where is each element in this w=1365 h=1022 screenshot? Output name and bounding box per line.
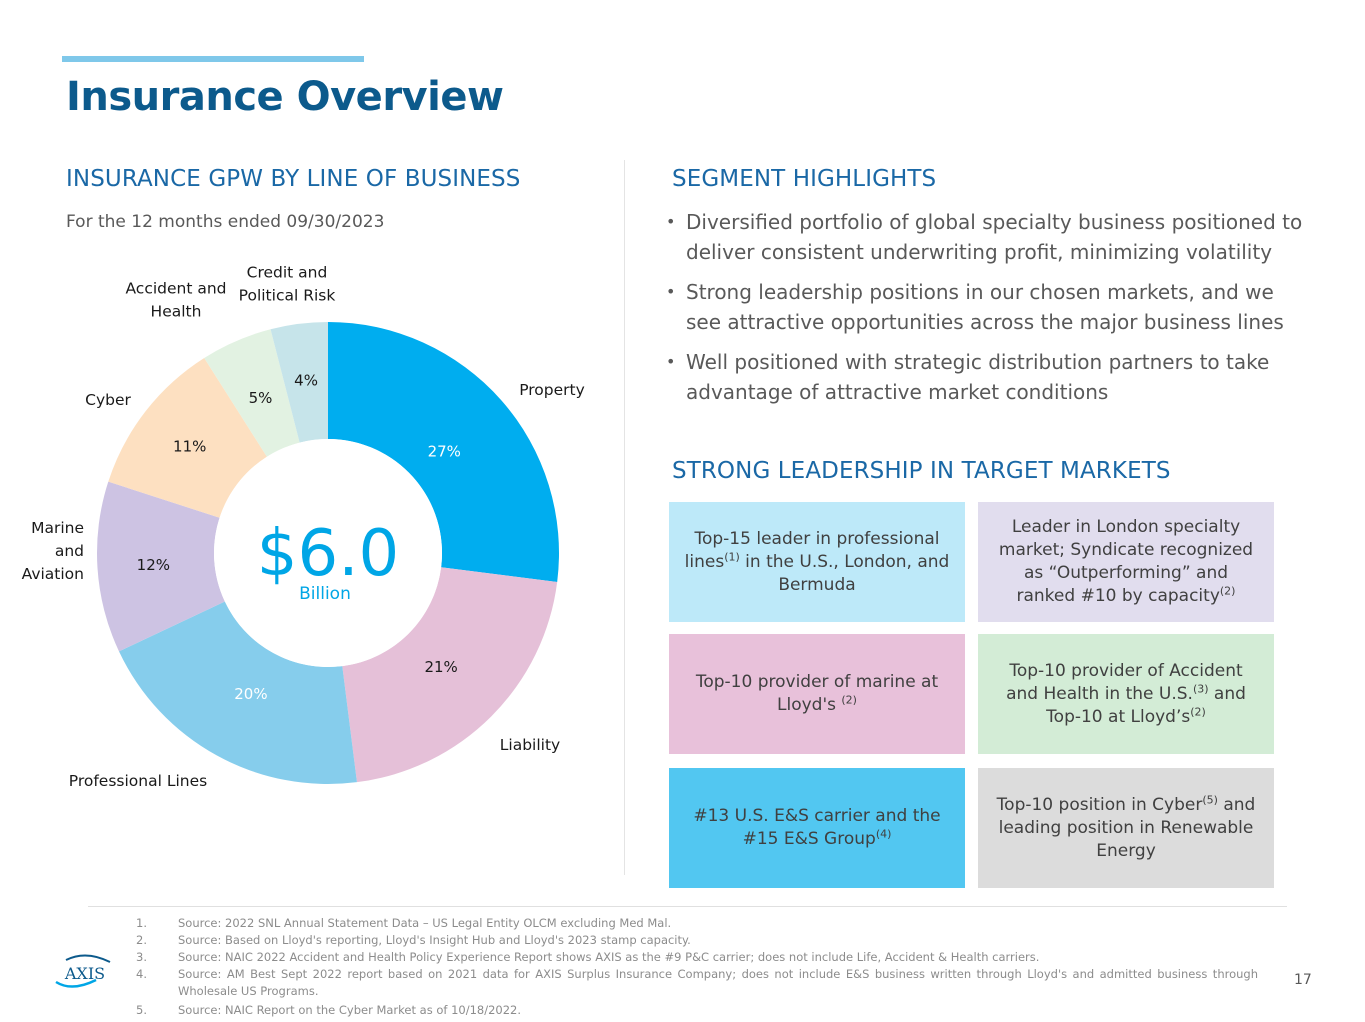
leadership-box-text: Top-15 leader in professional lines(1) i…: [684, 528, 950, 595]
leadership-box: Leader in London specialty market; Syndi…: [978, 502, 1274, 622]
leadership-heading: STRONG LEADERSHIP IN TARGET MARKETS: [672, 458, 1171, 484]
leadership-box: #13 U.S. E&S carrier and the #15 E&S Gro…: [669, 768, 965, 888]
logo-wordmark: AXIS: [64, 964, 105, 983]
segment-highlights-heading: SEGMENT HIGHLIGHTS: [672, 166, 937, 192]
highlight-item: Well positioned with strategic distribut…: [664, 347, 1304, 407]
leadership-box-text: #13 U.S. E&S carrier and the #15 E&S Gro…: [693, 806, 941, 849]
footnote-ref: (4): [875, 827, 892, 841]
category-label-cyber: Cyber: [85, 391, 131, 409]
footnote-text: Source: AM Best Sept 2022 report based o…: [178, 967, 1258, 998]
footnote-number: 4.: [136, 967, 147, 981]
footnote-ref: (2): [841, 693, 857, 707]
donut-hole: [214, 439, 442, 667]
slice-marine-aviation: [96, 481, 225, 652]
pct-label-accident-health: 5%: [249, 389, 273, 407]
pct-label-cyber: 11%: [173, 438, 206, 456]
gpw-subtitle: For the 12 months ended 09/30/2023: [66, 212, 385, 232]
slice-accident-health: [204, 329, 300, 457]
footnote-ref: (2): [1190, 704, 1206, 718]
leadership-box: Top-10 provider of marine at Lloyd's (2): [669, 634, 965, 754]
highlights-list: Diversified portfolio of global specialt…: [664, 207, 1304, 417]
leadership-box-text: Top-10 position in Cyber(5) and leading …: [996, 792, 1256, 861]
footnote-ref: (2): [1219, 584, 1236, 598]
footnote-number: 2.: [136, 933, 147, 947]
highlight-item: Diversified portfolio of global specialt…: [664, 207, 1304, 267]
category-label-property: Property: [519, 381, 585, 399]
footnote-text: Source: 2022 SNL Annual Statement Data –…: [178, 916, 672, 930]
footnote-ref: (5): [1202, 792, 1218, 806]
footnote-number: 1.: [136, 916, 147, 930]
slice-liability: [342, 567, 558, 783]
slice-professional-lines: [118, 601, 357, 784]
leadership-box: Top-15 leader in professional lines(1) i…: [669, 502, 965, 622]
highlight-item: Strong leadership positions in our chose…: [664, 277, 1304, 337]
page-number: 17: [1294, 972, 1312, 988]
category-label-professional-lines: Professional Lines: [69, 772, 207, 790]
slice-cyber: [108, 357, 267, 518]
category-label-credit-political-risk: Credit and Political Risk: [239, 264, 336, 305]
leadership-box-text: Top-10 provider of marine at Lloyd's (2): [695, 672, 939, 715]
slice-property: [328, 322, 559, 582]
column-divider: [624, 160, 625, 875]
pct-label-marine-aviation: 12%: [137, 556, 170, 574]
category-label-liability: Liability: [500, 736, 560, 754]
footnote-number: 5.: [136, 1003, 147, 1017]
footnote-text: Source: NAIC Report on the Cyber Market …: [178, 1003, 522, 1017]
donut-center-value: $6.0: [257, 517, 400, 591]
pct-label-credit-political-risk: 4%: [294, 371, 318, 389]
pct-label-professional-lines: 20%: [234, 685, 267, 703]
footnote-number: 3.: [136, 950, 147, 964]
pct-label-property: 27%: [428, 442, 461, 460]
leadership-box: Top-10 position in Cyber(5) and leading …: [978, 768, 1274, 888]
footnote-text: Source: NAIC 2022 Accident and Health Po…: [178, 950, 1040, 964]
gpw-heading: INSURANCE GPW BY LINE OF BUSINESS: [66, 166, 521, 192]
slice-credit-political-risk: [270, 322, 328, 443]
category-label-accident-health: Accident and Health: [125, 280, 226, 321]
title-accent-bar: [62, 56, 364, 62]
leadership-box: Top-10 provider of Accident and Health i…: [978, 634, 1274, 754]
footnote-ref: (3): [1192, 681, 1209, 695]
leadership-box-text: Leader in London specialty market; Syndi…: [998, 517, 1254, 606]
gpw-donut-chart: 27% 21% 20% 12% 11% 5% 4% Property Liability Pro…: [22, 264, 585, 791]
page-title: Insurance Overview: [66, 74, 504, 120]
pct-label-liability: 21%: [424, 658, 457, 676]
leadership-box-text: Top-10 provider of Accident and Health i…: [1006, 660, 1246, 727]
footnote-ref: (1): [724, 549, 740, 563]
donut-center-unit: Billion: [299, 584, 351, 604]
category-label-marine-aviation: Marine and Aviation: [22, 519, 84, 583]
axis-logo: AXIS: [55, 954, 111, 988]
footnote-text: Source: Based on Lloyd's reporting, Lloy…: [178, 933, 691, 947]
footer-divider: [88, 906, 1287, 907]
